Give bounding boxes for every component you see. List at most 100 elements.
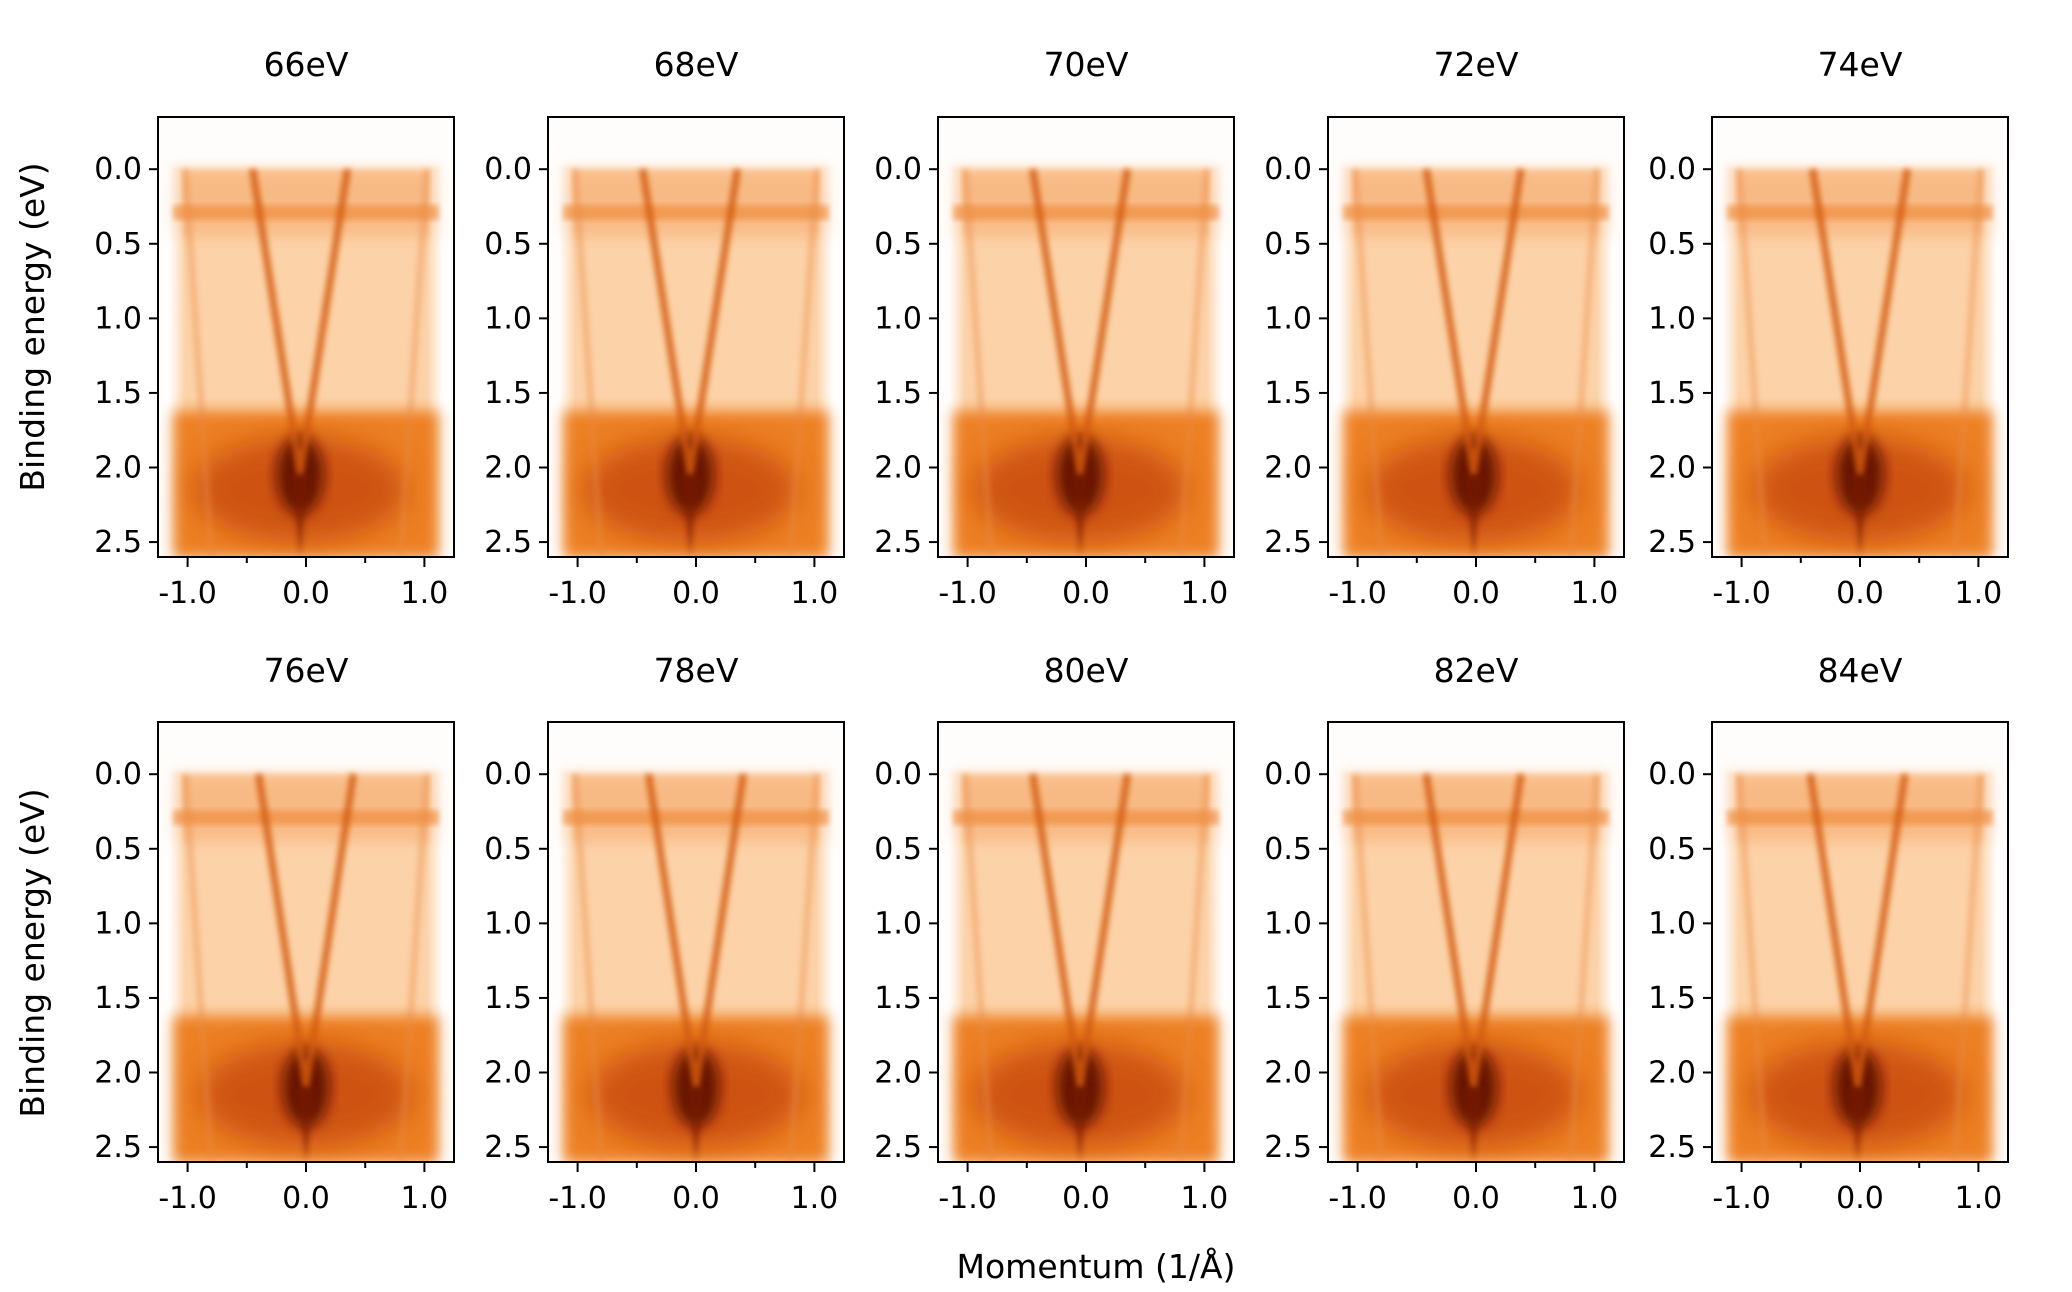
x-tick-label: 0.0 <box>1062 1181 1110 1216</box>
y-tick-label: 1.5 <box>94 376 142 411</box>
near-fermi-intensity <box>563 774 829 842</box>
near-fermi-intensity <box>173 774 439 842</box>
y-tick-label: 1.0 <box>874 906 922 941</box>
x-tick-label: -1.0 <box>938 576 997 611</box>
x-tick-label: 0.0 <box>672 1181 720 1216</box>
outer-band-right <box>1177 169 1210 557</box>
flat-band <box>953 810 1219 825</box>
x-tick-label: 1.0 <box>1955 576 2003 611</box>
intensity-map <box>1712 117 2008 557</box>
dirac-cone <box>1422 773 1525 1088</box>
y-tick-label: 1.0 <box>874 301 922 336</box>
y-tick-label: 1.0 <box>1264 906 1312 941</box>
lower-cone <box>1850 474 1870 557</box>
x-tick-label: -1.0 <box>158 1181 217 1216</box>
y-tick-label: 1.0 <box>94 906 142 941</box>
y-tick-label: 1.5 <box>1264 376 1312 411</box>
y-tick-label: 2.0 <box>484 451 532 486</box>
dirac-cone <box>645 773 747 1088</box>
y-tick-label: 2.5 <box>1264 1130 1312 1165</box>
x-tick-label: 1.0 <box>1955 1181 2003 1216</box>
x-tick-label: -1.0 <box>158 576 217 611</box>
outer-band-left <box>962 169 995 557</box>
y-tick-label: 0.5 <box>484 832 532 867</box>
y-tick-label: 0.0 <box>1648 757 1696 792</box>
x-tick-label: 0.0 <box>1452 576 1500 611</box>
lower-cone <box>680 474 701 557</box>
y-tick-label: 0.0 <box>1648 152 1696 187</box>
near-fermi-intensity <box>953 774 1219 842</box>
x-tick-label: 1.0 <box>1181 576 1229 611</box>
lower-cone <box>1847 1087 1868 1162</box>
y-tick-label: 2.5 <box>1648 525 1696 560</box>
dirac-cone <box>1422 168 1525 476</box>
flat-band <box>563 810 829 825</box>
outer-band-right <box>787 169 820 557</box>
flat-band <box>1343 810 1609 825</box>
x-tick-label: -1.0 <box>938 1181 997 1216</box>
lower-cone <box>1463 1087 1484 1162</box>
intensity-map <box>1712 722 2008 1162</box>
flat-band <box>1727 810 1993 825</box>
x-tick-label: 0.0 <box>1836 1181 1884 1216</box>
y-tick-label: 0.0 <box>484 757 532 792</box>
panel: 76eV 0.0 0.5 1.0 1.5 2.0 2.5 -1.0 0.0 1.0 <box>94 651 455 1216</box>
panel-title: 78eV <box>654 651 739 690</box>
panel-title: 72eV <box>1434 45 1519 84</box>
outer-band-left <box>1736 169 1769 557</box>
y-tick-label: 0.0 <box>1264 757 1312 792</box>
flat-band <box>563 205 829 220</box>
intensity-map <box>938 722 1234 1162</box>
outer-band-left <box>962 774 995 1162</box>
y-tick-label: 1.0 <box>1264 301 1312 336</box>
panel-title: 84eV <box>1818 651 1903 690</box>
outer-band-right <box>1177 774 1210 1162</box>
y-tick-label: 1.0 <box>484 301 532 336</box>
y-tick-label: 2.0 <box>874 1056 922 1091</box>
outer-band-right <box>1567 169 1600 557</box>
y-tick-label: 0.0 <box>1264 152 1312 187</box>
y-tick-label: 0.5 <box>874 832 922 867</box>
y-tick-label: 0.5 <box>1264 832 1312 867</box>
intensity-map <box>938 117 1234 557</box>
y-tick-label: 0.5 <box>1648 227 1696 262</box>
x-tick-label: 1.0 <box>791 576 839 611</box>
panels-layer: 66eV 0.0 0.5 1.0 1.5 2.0 2.5 -1.0 0.0 1.0 68eV 0.0 0… <box>94 45 2009 1216</box>
x-tick-label: 0.0 <box>282 576 330 611</box>
x-tick-label: 1.0 <box>401 576 449 611</box>
near-fermi-intensity <box>1727 169 1993 237</box>
outer-band-right <box>1951 774 1984 1162</box>
outer-band-left <box>182 774 215 1162</box>
y-tick-label: 2.0 <box>94 451 142 486</box>
y-tick-label: 2.5 <box>1648 1130 1696 1165</box>
flat-band <box>1343 205 1609 220</box>
near-fermi-intensity <box>1343 774 1609 842</box>
y-tick-label: 1.0 <box>94 301 142 336</box>
panel: 72eV 0.0 0.5 1.0 1.5 2.0 2.5 -1.0 0.0 1.0 <box>1264 45 1625 611</box>
near-fermi-intensity <box>1343 169 1609 237</box>
y-tick-label: 1.5 <box>1648 981 1696 1016</box>
panel-title: 82eV <box>1434 651 1519 690</box>
y-tick-label: 2.5 <box>1264 525 1312 560</box>
y-tick-label: 1.0 <box>1648 301 1696 336</box>
lower-cone <box>686 1087 706 1162</box>
panel: 66eV 0.0 0.5 1.0 1.5 2.0 2.5 -1.0 0.0 1.0 <box>94 45 455 611</box>
intensity-map <box>1328 117 1624 557</box>
near-fermi-intensity <box>563 169 829 237</box>
y-tick-label: 2.0 <box>874 451 922 486</box>
outer-band-right <box>397 774 430 1162</box>
lower-cone <box>290 474 311 557</box>
y-tick-label: 1.5 <box>874 376 922 411</box>
y-tick-label: 0.5 <box>1648 832 1696 867</box>
intensity-map <box>548 117 844 557</box>
outer-band-right <box>397 169 430 557</box>
y-tick-label: 2.0 <box>94 1056 142 1091</box>
y-tick-label: 0.0 <box>484 152 532 187</box>
near-fermi-intensity <box>953 169 1219 237</box>
outer-band-right <box>787 774 820 1162</box>
x-tick-label: 1.0 <box>401 1181 449 1216</box>
y-tick-label: 2.5 <box>874 1130 922 1165</box>
intensity-map <box>1328 722 1624 1162</box>
y-tick-label: 0.5 <box>874 227 922 262</box>
